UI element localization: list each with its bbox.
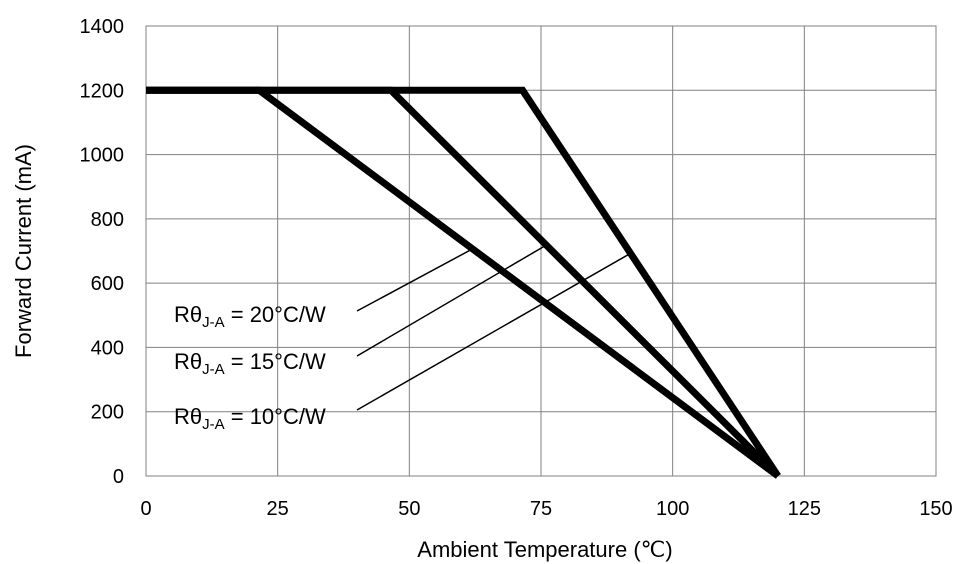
series-line-3: [146, 86, 781, 478]
y-tick-label: 200: [91, 402, 124, 424]
x-tick-label: 0: [140, 498, 151, 520]
annotation-label: RθJ-A = 20°C/W: [174, 302, 326, 331]
x-tick-label: 100: [656, 498, 689, 520]
plot-frame: [145, 25, 937, 477]
x-tick-label: 125: [788, 498, 821, 520]
annotation-leader-line: [356, 252, 631, 411]
y-tick-label: 600: [91, 273, 124, 295]
series-lines: [146, 86, 781, 479]
annotation-label: RθJ-A = 10°C/W: [174, 404, 326, 433]
annotation-leader-line: [356, 248, 473, 312]
y-tick-label: 0: [113, 466, 124, 488]
annotation-labels: RθJ-A = 20°C/W RθJ-A = 15°C/W RθJ-A = 10°C…: [174, 302, 326, 433]
y-tick-label: 400: [91, 337, 124, 359]
x-tick-label: 25: [267, 498, 289, 520]
grid: [145, 25, 937, 477]
x-tick-label: 150: [919, 498, 952, 520]
annotation-leaders: [356, 244, 631, 411]
x-axis-title: Ambient Temperature (℃): [417, 537, 672, 562]
x-tick-label: 50: [398, 498, 420, 520]
annotation-leader-line: [356, 244, 547, 357]
tick-labels: 0 25 50 75 100 125 150 0 200 400 600 800 1000 1200 140…: [80, 16, 953, 520]
annotation-label: RθJ-A = 15°C/W: [174, 349, 326, 378]
y-tick-label: 1200: [80, 80, 125, 102]
y-tick-label: 800: [91, 209, 124, 231]
y-axis-title: Forward Current (mA): [11, 144, 36, 358]
x-tick-label: 75: [530, 498, 552, 520]
y-tick-label: 1000: [80, 145, 125, 167]
y-tick-label: 1400: [80, 16, 125, 38]
